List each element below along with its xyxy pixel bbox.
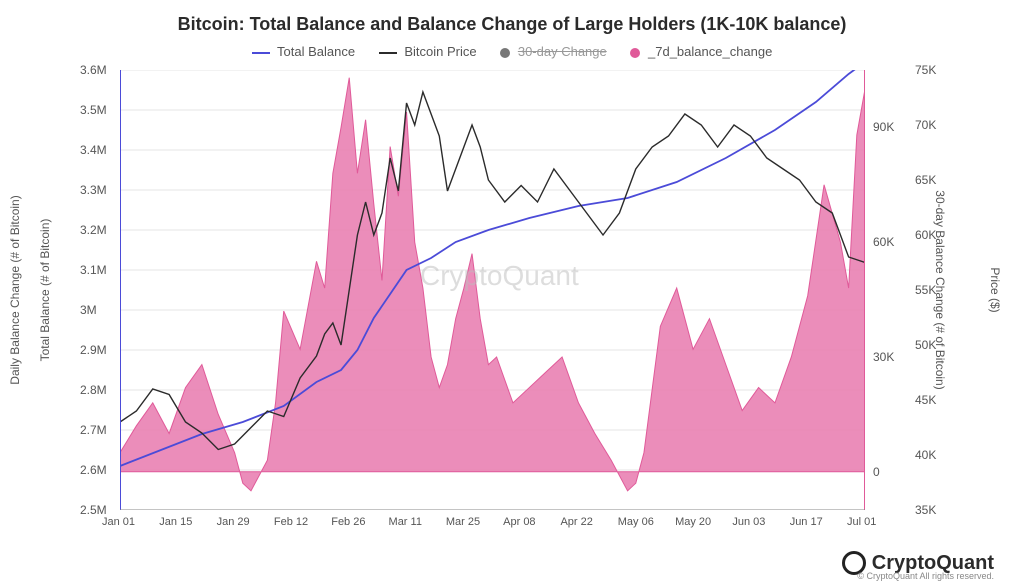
legend-swatch-7d: [630, 48, 640, 58]
legend-swatch-bitcoin-price: [379, 52, 397, 54]
plot-area: [120, 70, 865, 510]
legend-swatch-30day: [500, 48, 510, 58]
legend-total-balance[interactable]: Total Balance: [252, 44, 359, 59]
chart-container: Bitcoin: Total Balance and Balance Chang…: [0, 0, 1024, 581]
legend-swatch-total-balance: [252, 52, 270, 54]
copyright: © CryptoQuant All rights reserved.: [857, 571, 994, 581]
legend: Total Balance Bitcoin Price 30-day Chang…: [0, 44, 1024, 59]
chart-title: Bitcoin: Total Balance and Balance Chang…: [0, 14, 1024, 35]
legend-30day-change[interactable]: 30-day Change: [500, 44, 610, 59]
legend-7d-change[interactable]: _7d_balance_change: [630, 44, 772, 59]
legend-bitcoin-price[interactable]: Bitcoin Price: [379, 44, 481, 59]
